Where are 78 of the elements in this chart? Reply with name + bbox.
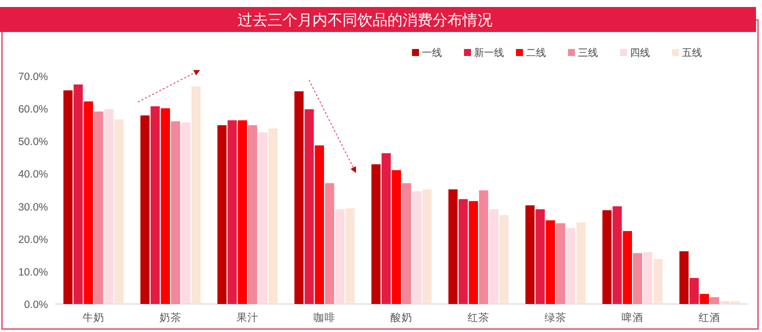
bar bbox=[304, 109, 314, 304]
x-tick-label: 红酒 bbox=[698, 311, 720, 324]
bar bbox=[730, 301, 740, 304]
y-tick-label: 10.0% bbox=[18, 266, 48, 278]
bar bbox=[74, 84, 83, 304]
y-tick-label: 40.0% bbox=[18, 168, 48, 181]
bar bbox=[371, 164, 381, 304]
bar bbox=[160, 108, 170, 304]
bar bbox=[489, 209, 498, 304]
bar bbox=[468, 201, 478, 304]
bar bbox=[556, 223, 566, 304]
y-tick-label: 30.0% bbox=[18, 201, 48, 214]
bar bbox=[700, 294, 709, 304]
bar bbox=[114, 119, 124, 304]
bar bbox=[422, 189, 432, 304]
bar bbox=[248, 125, 258, 304]
bar bbox=[633, 253, 642, 304]
bar bbox=[63, 90, 73, 304]
legend-label: 四线 bbox=[630, 47, 650, 59]
bar bbox=[104, 109, 114, 304]
bar bbox=[181, 122, 190, 304]
y-tick-label: 20.0% bbox=[18, 234, 48, 246]
x-tick-label: 绿茶 bbox=[544, 311, 566, 324]
y-tick-label: 50.0% bbox=[18, 136, 48, 148]
bar bbox=[576, 222, 586, 304]
bar bbox=[228, 120, 237, 304]
x-tick-label: 牛奶 bbox=[82, 311, 104, 324]
bar bbox=[679, 251, 689, 304]
bar bbox=[602, 210, 612, 304]
bar bbox=[268, 128, 278, 304]
bar bbox=[710, 297, 720, 304]
y-tick-label: 60.0% bbox=[18, 104, 48, 116]
bar bbox=[150, 106, 160, 304]
bar bbox=[94, 112, 104, 304]
bar bbox=[140, 115, 150, 304]
bar bbox=[499, 215, 509, 304]
bar bbox=[294, 91, 304, 304]
legend-label: 三线 bbox=[578, 47, 598, 59]
bar bbox=[653, 259, 663, 304]
legend-label: 一线 bbox=[422, 47, 442, 59]
bar bbox=[84, 101, 93, 304]
y-tick-label: 70.0% bbox=[18, 71, 48, 83]
x-tick-label: 咖啡 bbox=[314, 311, 336, 324]
bar bbox=[479, 190, 488, 304]
bar bbox=[412, 191, 422, 304]
bar bbox=[566, 228, 576, 304]
chart-title: 过去三个月内不同饮品的消费分布情况 bbox=[238, 12, 492, 29]
bar bbox=[171, 121, 180, 304]
x-tick-label: 啤酒 bbox=[622, 311, 644, 324]
bar bbox=[314, 145, 324, 304]
x-tick-label: 果汁 bbox=[236, 311, 258, 324]
bar bbox=[546, 220, 555, 304]
legend-label: 二线 bbox=[526, 47, 546, 59]
bar bbox=[392, 170, 401, 304]
legend-label: 五线 bbox=[682, 47, 702, 59]
bar bbox=[690, 278, 699, 304]
bar bbox=[217, 125, 227, 304]
bar bbox=[612, 206, 622, 304]
bar bbox=[335, 209, 344, 304]
bar bbox=[458, 199, 468, 304]
bar bbox=[525, 205, 535, 304]
x-tick-label: 酸奶 bbox=[390, 312, 412, 324]
bar bbox=[643, 252, 652, 304]
bar bbox=[536, 209, 545, 304]
bar bbox=[448, 189, 458, 304]
x-tick-label: 奶茶 bbox=[160, 311, 182, 324]
legend-label: 新一线 bbox=[474, 47, 504, 59]
bar bbox=[402, 183, 412, 304]
y-tick-label: 0.0% bbox=[24, 299, 48, 311]
x-tick-label: 红茶 bbox=[468, 311, 490, 324]
bar bbox=[325, 183, 334, 304]
bar bbox=[720, 301, 730, 304]
bar bbox=[191, 86, 201, 304]
bar bbox=[382, 153, 391, 304]
bar bbox=[238, 120, 247, 304]
bar bbox=[345, 208, 355, 304]
bar bbox=[622, 231, 632, 304]
bar bbox=[258, 132, 268, 304]
